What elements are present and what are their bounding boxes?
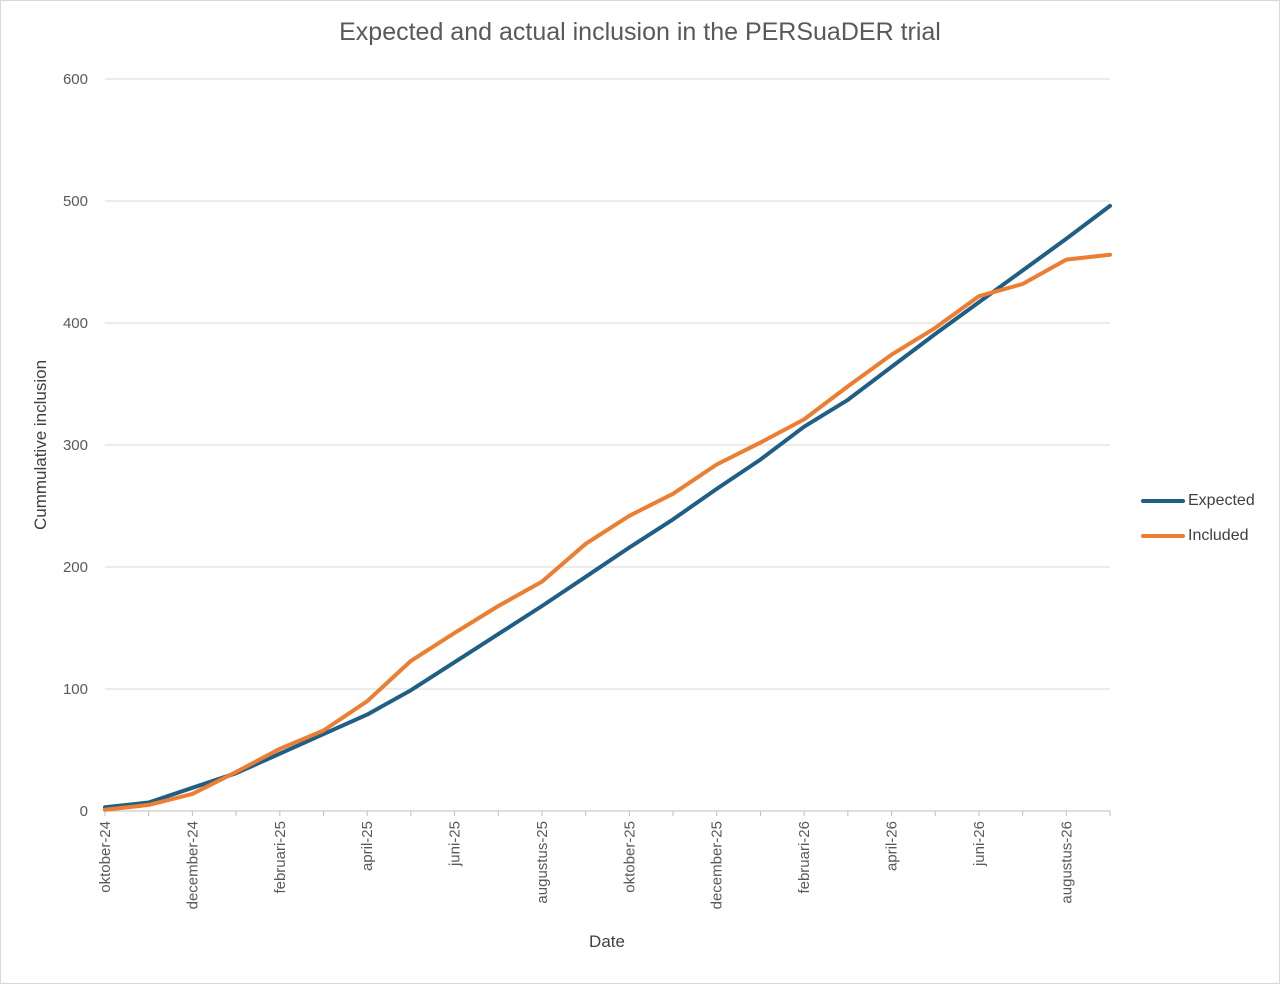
y-tick-label-200: 200 <box>63 559 88 576</box>
chart-title: Expected and actual inclusion in the PER… <box>339 18 941 46</box>
y-tick-label-100: 100 <box>63 681 88 698</box>
x-tick-label-juni-26: juni-26 <box>971 821 988 867</box>
x-tick-label-oktober-25: oktober-25 <box>621 821 638 893</box>
series-line-included <box>103 252 1112 812</box>
legend: Expected Included <box>1141 490 1255 560</box>
y-tick-label-300: 300 <box>63 437 88 454</box>
y-tick-label-400: 400 <box>63 315 88 332</box>
legend-label-expected: Expected <box>1188 492 1255 509</box>
legend-swatch-expected <box>1141 499 1185 503</box>
x-tick-label-oktober-24: oktober-24 <box>97 821 114 893</box>
y-axis-title: Cummulative inclusion <box>31 359 50 531</box>
y-tick-label-0: 0 <box>80 803 88 820</box>
y-tick-label-600: 600 <box>63 71 88 88</box>
legend-item-expected[interactable]: Expected <box>1141 490 1255 512</box>
y-tick-label-500: 500 <box>63 193 88 210</box>
x-tick-label-februari-26: februari-26 <box>796 821 813 894</box>
x-axis-title: Date <box>589 932 625 951</box>
x-tick-label-augustus-25: augustus-25 <box>534 821 551 904</box>
x-tick-label-december-25: december-25 <box>709 821 726 909</box>
x-tick-label-augustus-26: augustus-26 <box>1058 821 1075 904</box>
legend-label-included: Included <box>1188 527 1249 544</box>
legend-swatch-included <box>1141 534 1185 538</box>
x-tick-label-april-26: april-26 <box>884 821 901 871</box>
x-tick-label-april-25: april-25 <box>359 821 376 871</box>
series-line-expected <box>103 203 1112 810</box>
x-tick-label-december-24: december-24 <box>184 821 201 909</box>
legend-item-included[interactable]: Included <box>1141 525 1255 547</box>
x-tick-label-februari-25: februari-25 <box>272 821 289 894</box>
x-tick-label-juni-25: juni-25 <box>447 821 464 867</box>
